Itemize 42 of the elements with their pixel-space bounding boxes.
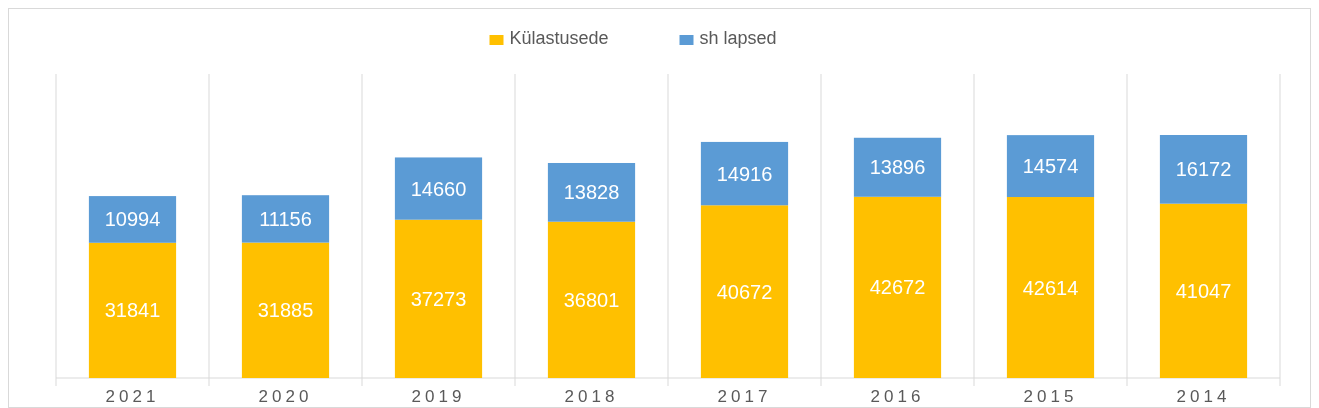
bar [394,157,483,220]
bar [547,221,636,378]
data-label: 14574 [1022,155,1079,178]
data-label: 14916 [716,162,773,185]
data-label: 42672 [869,276,926,299]
x-tick-label: 2017 [717,387,772,406]
bar [1006,197,1095,378]
data-label: 42614 [1022,276,1079,299]
x-tick-label: 2015 [1023,387,1078,406]
x-tick-label: 2018 [564,387,619,406]
legend-label: sh lapsed [699,28,777,48]
data-label: 11156 [259,207,312,230]
bar [241,195,330,243]
legend-label: Külastusede [509,28,609,48]
bar [547,162,636,222]
data-label: 14660 [410,177,467,200]
data-label: 13828 [563,181,620,204]
x-tick-label: 2014 [1176,387,1231,406]
data-label: 10994 [104,208,161,231]
bar [88,196,177,243]
data-label: 31841 [104,299,161,322]
data-label: 36801 [563,288,620,311]
bar [700,141,789,206]
data-label: 16172 [1175,158,1232,181]
data-label: 40672 [716,280,773,303]
x-tick-label: 2020 [258,387,313,406]
bar [853,196,942,378]
data-label: 37273 [410,287,467,310]
x-tick-label: 2021 [105,387,160,406]
bar [1159,135,1248,204]
bar [241,242,330,378]
bar [394,219,483,378]
bar [853,137,942,197]
x-tick-label: 2019 [411,387,466,406]
bar [1159,203,1248,378]
data-label: 31885 [257,299,314,322]
bar [1006,135,1095,198]
bar [88,242,177,378]
data-label: 41047 [1175,279,1232,302]
data-label: 13896 [869,156,926,179]
x-tick-label: 2016 [870,387,925,406]
bar [700,205,789,378]
